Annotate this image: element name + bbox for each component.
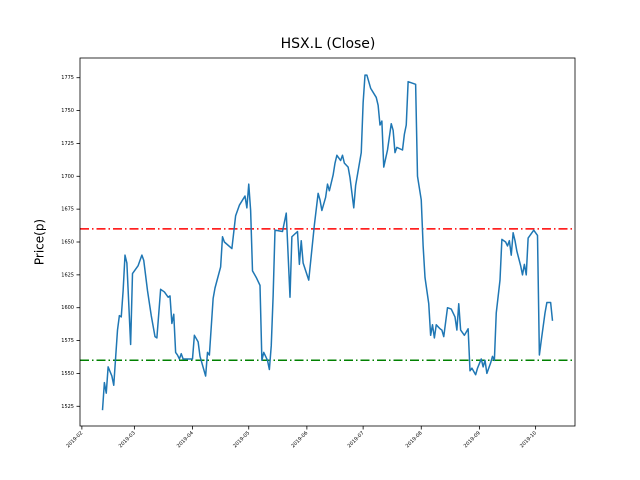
- y-tick-label: 1575: [61, 338, 74, 344]
- y-tick-label: 1625: [61, 272, 74, 278]
- y-tick-label: 1675: [61, 207, 74, 213]
- y-tick-label: 1700: [61, 174, 74, 180]
- y-tick-label: 1525: [61, 404, 74, 410]
- y-tick-label: 1550: [61, 371, 74, 377]
- y-tick-label: 1650: [61, 240, 74, 246]
- plot-frame: [79, 57, 576, 427]
- price-line: [101, 74, 554, 411]
- y-axis-label: Price(p): [33, 219, 47, 265]
- y-tick-label: 1775: [61, 75, 74, 81]
- y-tick-label: 1600: [61, 305, 74, 311]
- y-tick-label: 1750: [61, 108, 74, 114]
- chart-title: HSX.L (Close): [281, 36, 376, 52]
- y-tick-label: 1725: [61, 141, 74, 147]
